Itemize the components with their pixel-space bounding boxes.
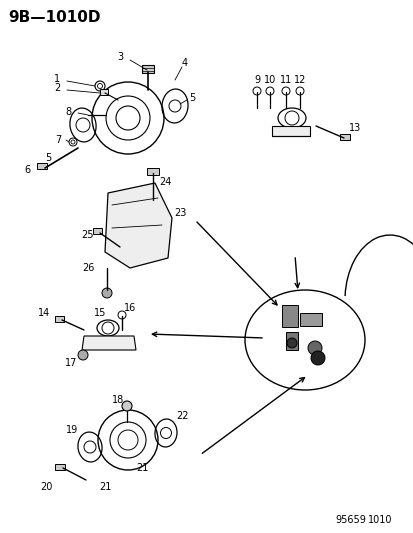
Text: 9B—1010D: 9B—1010D [8,10,100,25]
Text: 1: 1 [54,74,60,84]
Text: 5: 5 [188,93,195,103]
Polygon shape [82,336,136,350]
Text: 21: 21 [135,463,148,473]
Text: 14: 14 [38,308,50,318]
Bar [55,464,65,470]
Text: 21: 21 [99,482,111,492]
Text: 12: 12 [293,75,306,85]
Bar [147,168,159,175]
Text: 22: 22 [176,411,189,421]
Bar [55,316,64,322]
Bar [339,134,349,140]
Text: 20: 20 [40,482,52,492]
Bar [93,228,102,234]
Bar [281,305,297,327]
Circle shape [128,220,138,230]
Text: 26: 26 [82,263,94,273]
Text: 19: 19 [66,425,78,435]
Text: 8: 8 [65,107,71,117]
Text: 95659: 95659 [334,515,365,525]
Text: 13: 13 [348,123,360,133]
Bar [37,163,47,169]
Circle shape [102,288,112,298]
Bar [271,126,309,136]
Text: 6: 6 [24,165,30,175]
Text: 9: 9 [253,75,259,85]
Text: 24: 24 [159,177,171,187]
Bar [142,65,154,73]
Text: 4: 4 [181,58,188,68]
Text: 2: 2 [54,83,60,93]
Circle shape [307,341,321,355]
Text: 16: 16 [123,303,136,313]
Circle shape [286,338,296,348]
Text: 15: 15 [94,308,106,318]
Text: 11: 11 [279,75,292,85]
Polygon shape [105,183,171,268]
Text: 18: 18 [112,395,124,405]
Bar [285,332,297,350]
Text: 10: 10 [263,75,275,85]
Bar [100,89,108,95]
Text: 25: 25 [81,230,94,240]
Circle shape [122,401,132,411]
Text: 17: 17 [65,358,77,368]
Text: 23: 23 [173,208,186,218]
Text: 5: 5 [45,153,51,163]
Bar [299,313,321,326]
Text: 3: 3 [116,52,123,62]
Text: 1010: 1010 [367,515,392,525]
Circle shape [310,351,324,365]
Text: 7: 7 [55,135,61,145]
Circle shape [78,350,88,360]
